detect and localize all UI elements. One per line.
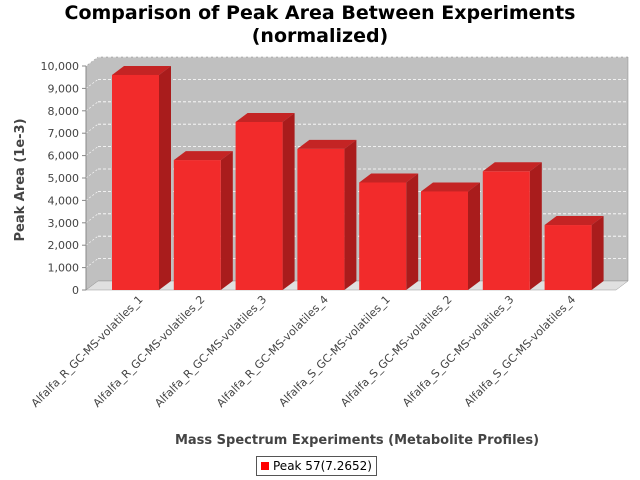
x-axis-label: Mass Spectrum Experiments (Metabolite Pr…: [175, 433, 539, 448]
bar: [173, 160, 221, 290]
bar-side: [220, 151, 233, 290]
bar-top: [235, 113, 295, 122]
bar-top: [112, 65, 171, 75]
gridline-left: [85, 191, 99, 201]
bar: [235, 122, 283, 290]
gridline-left: [85, 146, 99, 156]
x-tick-label: Alfalfa_S_GC-MS-volatiles_3: [400, 293, 516, 409]
bar: [359, 182, 407, 290]
chart-title: Comparison of Peak Area Between Experime…: [0, 2, 640, 48]
y-tick-label: 7,000: [48, 127, 80, 140]
bar-top: [482, 162, 542, 172]
y-tick-label: 3,000: [48, 217, 80, 230]
legend-label: Peak 57(7.2652): [273, 459, 372, 473]
bar-top: [297, 139, 357, 149]
bar-top: [421, 182, 480, 192]
x-tick-label: Alfalfa_R_GC-MS-volatiles_3: [152, 293, 269, 410]
y-axis-label: Peak Area (1e-3): [13, 118, 28, 241]
y-tick-label: 1,000: [48, 262, 80, 275]
bar-side: [591, 216, 604, 290]
chart-title-line2: (normalized): [251, 25, 389, 47]
bar-side: [529, 162, 542, 290]
bar-side: [468, 182, 480, 290]
y-tick-label: 0: [72, 284, 79, 297]
x-tick-label: Alfalfa_R_GC-MS-volatiles_2: [91, 293, 208, 410]
legend: Peak 57(7.2652): [256, 456, 377, 476]
bar-side: [282, 113, 295, 290]
chart-title-line1: Comparison of Peak Area Between Experime…: [64, 2, 576, 24]
x-tick-label: Alfalfa_R_GC-MS-volatiles_1: [29, 293, 146, 410]
gridline-left: [85, 213, 99, 224]
x-tick-label: Alfalfa_R_GC-MS-volatiles_4: [214, 293, 331, 410]
bar: [544, 225, 592, 290]
bar-top: [544, 216, 604, 226]
x-tick-label: Alfalfa_S_GC-MS-volatiles_2: [338, 293, 454, 409]
bar-side: [406, 173, 419, 290]
gridline-left: [85, 168, 99, 179]
bar: [112, 74, 159, 291]
legend-swatch: [261, 462, 269, 470]
x-tick-label: Alfalfa_S_GC-MS-volatiles_1: [276, 293, 392, 409]
y-tick-label: 8,000: [48, 105, 80, 118]
y-tick-label: 9,000: [48, 82, 80, 95]
bar-top: [173, 151, 233, 161]
gridline-left: [85, 56, 99, 67]
gridline-left: [85, 79, 99, 89]
gridline-left: [85, 123, 99, 134]
y-tick-label: 10,000: [41, 60, 80, 73]
bar-top: [359, 173, 419, 183]
gridline-left: [85, 235, 99, 246]
y-tick-label: 5,000: [48, 172, 80, 185]
x-tick-label: Alfalfa_S_GC-MS-volatiles_4: [462, 293, 578, 409]
gridline-left: [85, 101, 99, 112]
y-tick-label: 6,000: [48, 150, 80, 163]
bar-side: [344, 139, 357, 290]
y-tick-label: 4,000: [48, 194, 80, 207]
bar-side: [159, 65, 171, 291]
bar: [297, 148, 345, 290]
gridline-left: [85, 258, 99, 268]
y-tick-label: 2,000: [48, 239, 80, 252]
bar: [421, 191, 468, 290]
bar: [482, 171, 530, 290]
